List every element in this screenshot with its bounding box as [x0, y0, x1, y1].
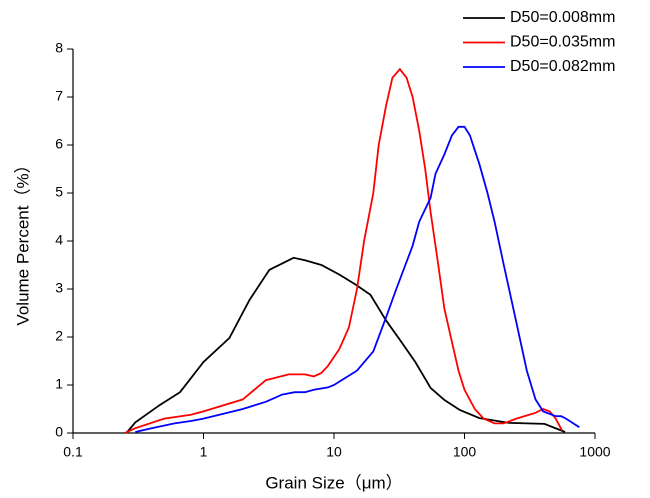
- x-tick-label: 1000: [579, 444, 610, 460]
- y-axis-label: Volume Percent（%）: [13, 156, 32, 325]
- y-tick-label: 4: [55, 232, 63, 248]
- y-tick-label: 0: [55, 424, 63, 440]
- y-tick-label: 3: [55, 280, 63, 296]
- y-tick-label: 6: [55, 136, 63, 152]
- y-tick-label: 5: [55, 184, 63, 200]
- x-tick-label: 10: [326, 444, 342, 460]
- series-line: [126, 256, 566, 433]
- x-tick-label: 0.1: [63, 444, 83, 460]
- legend-label: D50=0.035mm: [510, 34, 615, 51]
- x-tick-label: 100: [453, 444, 477, 460]
- y-tick-label: 2: [55, 328, 63, 344]
- series-line: [135, 125, 580, 433]
- legend-label: D50=0.008mm: [510, 9, 615, 26]
- x-axis-label: Grain Size（μm）: [265, 473, 402, 492]
- y-tick-label: 1: [55, 376, 63, 392]
- y-tick-label: 7: [55, 88, 63, 104]
- series-line: [124, 67, 563, 434]
- y-tick-label: 8: [55, 40, 63, 56]
- x-tick-label: 1: [200, 444, 208, 460]
- legend-label: D50=0.082mm: [510, 58, 615, 75]
